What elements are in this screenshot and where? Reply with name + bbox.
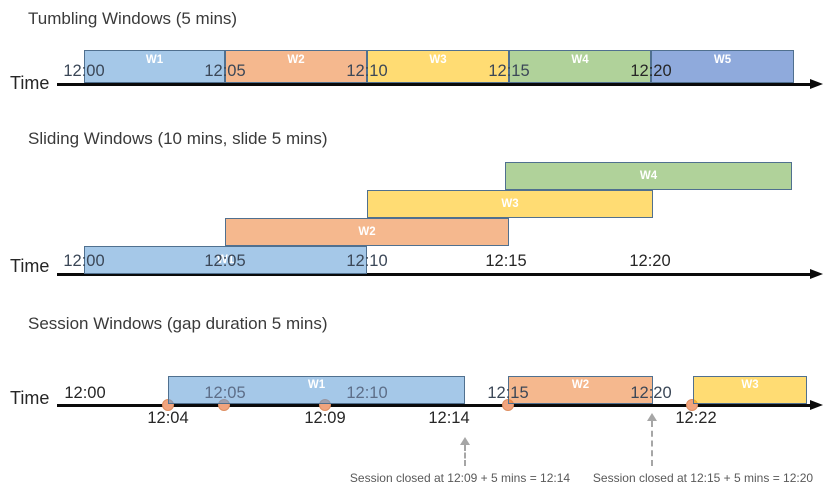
window-bar [651, 50, 794, 83]
annotation-note: Session closed at 12:09 + 5 mins = 12:14 [349, 471, 571, 485]
window-label: W1 [216, 253, 235, 266]
window-label: W2 [287, 54, 305, 66]
tick-label: 12:00 [63, 252, 105, 270]
tick-label: 12:15 [488, 62, 530, 80]
tick-label: 12:10 [346, 384, 388, 402]
session-close-arrow-icon [647, 413, 657, 421]
time-axis-label: Time [10, 388, 50, 408]
time-axis-label: Time [10, 256, 50, 276]
window-label: W1 [145, 54, 164, 66]
tick-label: 12:00 [64, 384, 106, 402]
window-bar [509, 50, 651, 83]
axis-arrow-icon [810, 400, 823, 410]
window-bar [225, 50, 367, 83]
window-bar [225, 218, 509, 246]
section-title-sliding: Sliding Windows (10 mins, slide 5 mins) [28, 129, 328, 148]
axis-line [57, 83, 810, 86]
window-bar [693, 376, 807, 404]
time-axis-label: Time [10, 73, 50, 93]
window-label: W3 [429, 54, 447, 66]
window-bar [84, 50, 225, 83]
window-bar [168, 376, 465, 404]
tick-label: 12:00 [63, 62, 105, 80]
session-close-arrow-dash [464, 445, 466, 466]
window-label: W3 [741, 379, 759, 391]
tick-label: 12:10 [346, 62, 388, 80]
session-close-arrow-icon [460, 437, 470, 445]
tick-label: 12:22 [675, 409, 717, 427]
window-label: W4 [571, 54, 589, 66]
annotation-note: Session closed at 12:15 + 5 mins = 12:20 [592, 471, 814, 485]
window-bar [505, 162, 792, 190]
window-label: W5 [713, 54, 732, 66]
tick-label: 12:05 [204, 62, 246, 80]
axis-arrow-icon [810, 79, 823, 89]
window-bar [508, 376, 653, 404]
window-label: W2 [571, 379, 590, 391]
tick-label: 12:10 [346, 252, 388, 270]
section-title-tumbling: Tumbling Windows (5 mins) [28, 9, 238, 28]
tick-label: 12:20 [629, 252, 671, 270]
section-title-session: Session Windows (gap duration 5 mins) [28, 314, 328, 333]
window-label: W2 [358, 225, 376, 238]
window-bar [367, 50, 509, 83]
tick-label: 12:09 [304, 409, 346, 427]
window-bar [84, 246, 367, 274]
axis-line [57, 404, 810, 407]
tick-label: 12:05 [204, 252, 246, 270]
session-close-arrow-dash [651, 421, 653, 466]
tick-label: 12:04 [147, 409, 189, 427]
tick-label: 12:14 [428, 409, 470, 427]
axis-line [57, 273, 810, 276]
tick-label: 12:20 [630, 62, 672, 80]
tick-label: 12:15 [485, 252, 527, 270]
window-label: W3 [501, 197, 519, 210]
window-label: W1 [307, 379, 326, 391]
window-bar [367, 190, 653, 218]
tick-label: 12:15 [487, 384, 529, 402]
tick-label: 12:05 [204, 384, 246, 402]
window-label: W4 [639, 169, 658, 182]
axis-arrow-icon [810, 269, 823, 279]
tick-label: 12:20 [630, 384, 672, 402]
